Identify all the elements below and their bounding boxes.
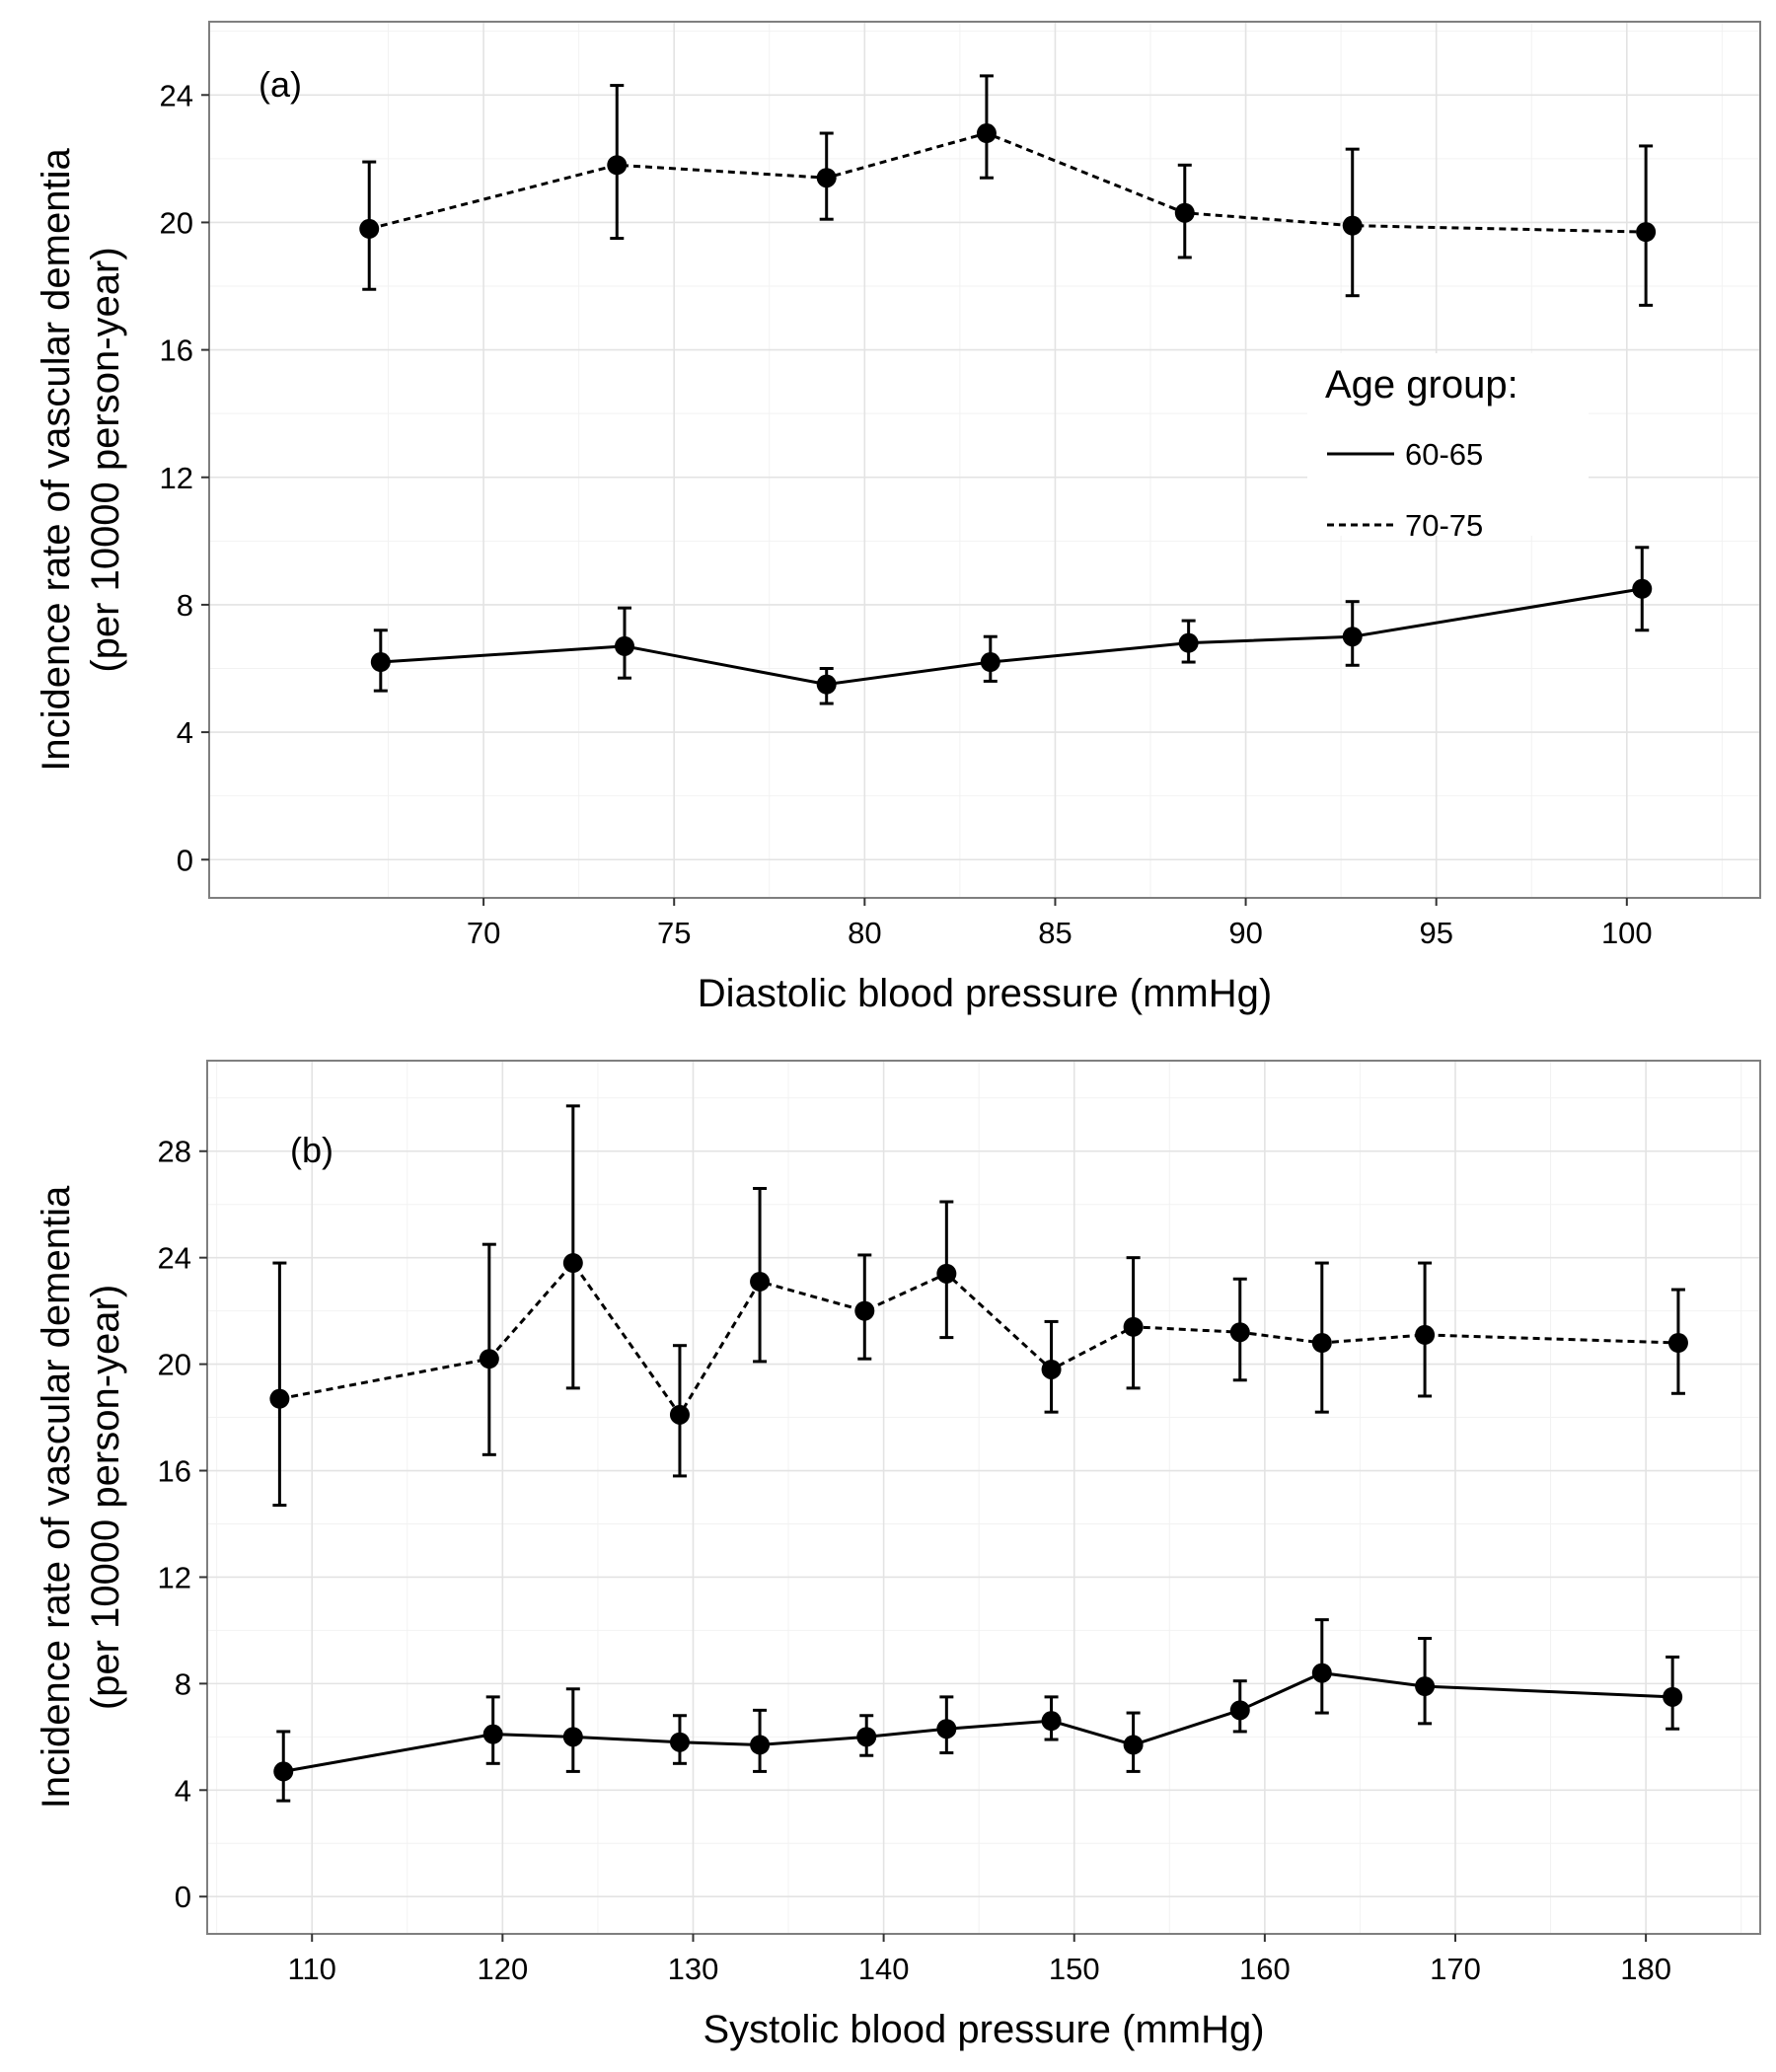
data-point xyxy=(269,1388,290,1409)
data-point xyxy=(359,218,380,239)
y-tick-label: 20 xyxy=(160,205,193,240)
legend-label: 70-75 xyxy=(1405,508,1483,543)
data-point xyxy=(750,1735,771,1755)
y-tick-label: 12 xyxy=(158,1560,191,1594)
data-point xyxy=(1123,1735,1144,1755)
legend-title: Age group: xyxy=(1325,363,1518,407)
panel-a: 70 75 80 85 90 95 100 0 4 8 12 16 20 24 (a) Diastolic… xyxy=(35,21,1761,1015)
x-tick-label: 75 xyxy=(657,916,691,950)
legend: Age group: 60-65 70-75 xyxy=(1307,353,1589,543)
y-tick-label: 28 xyxy=(158,1135,191,1169)
data-point xyxy=(669,1404,690,1425)
panel-label: (a) xyxy=(259,64,302,105)
legend-label: 60-65 xyxy=(1405,437,1483,472)
data-point xyxy=(1041,1359,1062,1379)
plot-border xyxy=(206,1060,1761,1935)
data-point xyxy=(1174,202,1195,223)
data-point xyxy=(479,1349,499,1369)
data-point xyxy=(1311,1663,1332,1683)
y-tick-label: 4 xyxy=(177,715,193,750)
grid-b xyxy=(206,1060,1761,1935)
data-point xyxy=(1667,1333,1688,1354)
data-point xyxy=(856,1727,877,1747)
data-point xyxy=(1229,1700,1250,1721)
error-bar xyxy=(565,1104,580,1390)
y-axis-title-line2: (per 10000 person-year) xyxy=(84,1285,127,1710)
data-point xyxy=(1415,1324,1436,1345)
x-tick-label: 95 xyxy=(1419,916,1452,950)
data-point xyxy=(669,1732,690,1752)
data-point xyxy=(750,1271,771,1292)
y-tick-label: 20 xyxy=(158,1348,191,1382)
data-point xyxy=(936,1719,957,1739)
series-group-b xyxy=(269,1104,1688,1803)
x-tick-label: 130 xyxy=(668,1952,719,1986)
x-tick-label: 110 xyxy=(288,1952,336,1986)
data-point xyxy=(1636,222,1657,243)
y-tick-label: 24 xyxy=(158,1241,191,1276)
y-tick-label: 0 xyxy=(175,1880,191,1914)
data-point xyxy=(976,123,997,144)
data-point xyxy=(1311,1333,1332,1354)
x-tick-label: 85 xyxy=(1038,916,1072,950)
x-tick-label: 70 xyxy=(467,916,500,950)
panel-label: (b) xyxy=(290,1130,333,1170)
legend-background xyxy=(1307,353,1589,536)
data-point xyxy=(1229,1322,1250,1343)
data-point xyxy=(615,635,635,656)
y-tick-label: 4 xyxy=(175,1773,191,1808)
x-tick-label: 160 xyxy=(1239,1952,1291,1986)
data-point xyxy=(482,1724,503,1744)
data-point xyxy=(1663,1686,1683,1707)
x-axis-title: Diastolic blood pressure (mmHg) xyxy=(698,972,1272,1015)
x-tick-label: 180 xyxy=(1620,1952,1671,1986)
x-tick-label: 170 xyxy=(1430,1952,1481,1986)
data-point xyxy=(1342,627,1363,647)
data-point xyxy=(816,674,837,695)
y-axis-title: Incidence rate of vascular dementia xyxy=(35,1185,78,1809)
panel-b: 110 120 130 140 150 160 170 180 0 4 8 12 16 20 24 28 (b… xyxy=(35,1060,1761,2051)
data-point xyxy=(936,1263,957,1284)
data-point xyxy=(562,1727,583,1747)
data-point xyxy=(370,652,391,673)
y-tick-label: 16 xyxy=(158,1454,191,1489)
y-tick-label: 12 xyxy=(160,461,193,495)
data-point xyxy=(273,1761,294,1782)
data-point xyxy=(1342,215,1363,236)
axis-ticks-b: 110 120 130 140 150 160 170 180 0 4 8 12 16 20 24 28 xyxy=(158,1135,1671,1986)
x-axis-title: Systolic blood pressure (mmHg) xyxy=(703,2008,1264,2051)
data-point xyxy=(816,168,837,188)
error-bar xyxy=(272,1261,287,1508)
y-tick-label: 8 xyxy=(177,588,193,623)
data-point xyxy=(1632,578,1653,599)
data-point xyxy=(607,155,628,176)
y-axis-title: Incidence rate of vascular dementia xyxy=(35,148,78,772)
axis-ticks-a: 70 75 80 85 90 95 100 0 4 8 12 16 20 24 xyxy=(160,78,1653,950)
y-tick-label: 8 xyxy=(175,1666,191,1701)
data-point xyxy=(562,1253,583,1274)
x-tick-label: 140 xyxy=(858,1952,910,1986)
series-group-a xyxy=(359,74,1657,705)
data-point xyxy=(980,652,1000,673)
x-tick-label: 120 xyxy=(477,1952,528,1986)
x-tick-label: 150 xyxy=(1049,1952,1100,1986)
plot-area xyxy=(206,1060,1761,1935)
data-point xyxy=(1415,1676,1436,1697)
x-tick-label: 90 xyxy=(1228,916,1262,950)
y-tick-label: 16 xyxy=(160,333,193,368)
y-tick-label: 24 xyxy=(160,78,193,112)
x-tick-label: 100 xyxy=(1601,916,1653,950)
data-point xyxy=(854,1300,875,1321)
plot-border xyxy=(208,21,1761,899)
x-tick-label: 80 xyxy=(848,916,881,950)
data-point xyxy=(1178,632,1199,653)
data-point xyxy=(1123,1316,1144,1337)
y-tick-label: 0 xyxy=(177,843,193,877)
y-axis-title-line2: (per 10000 person-year) xyxy=(84,247,127,672)
data-point xyxy=(1041,1711,1062,1732)
